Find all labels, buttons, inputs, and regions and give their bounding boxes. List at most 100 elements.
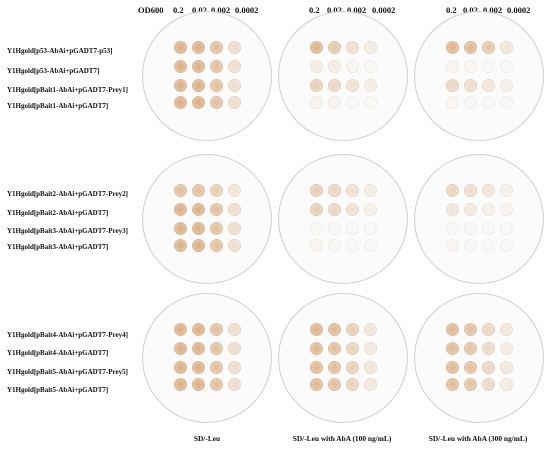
dilution-header: 0.02 <box>327 5 342 15</box>
agar-plate <box>278 154 408 284</box>
colony-spot <box>227 183 241 197</box>
colony-spot <box>309 377 323 391</box>
colony-spot <box>191 202 205 216</box>
colony-spot <box>363 78 377 92</box>
colony-spot <box>173 238 187 252</box>
colony-spot <box>345 377 359 391</box>
strain-label: Y1Hgold[pBait4-AbAi+pGADT7] <box>7 349 109 357</box>
colony-spot <box>445 341 459 355</box>
dilution-header: 0.02 <box>192 5 207 15</box>
colony-spot <box>363 40 377 54</box>
strain-label: Y1Hgold[pBait2-AbAi+pGADT7-Prey2] <box>7 190 128 198</box>
colony-spot <box>463 360 477 374</box>
colony-spot <box>463 59 477 73</box>
colony-spot <box>463 322 477 336</box>
colony-spot <box>345 59 359 73</box>
colony-spot <box>481 238 495 252</box>
colony-spot <box>309 221 323 235</box>
agar-plate <box>142 154 272 284</box>
colony-spot <box>227 377 241 391</box>
colony-spot <box>345 183 359 197</box>
colony-spot <box>445 183 459 197</box>
colony-spot <box>363 238 377 252</box>
strain-label: Y1Hgold[pBait5-AbAi+pGADT7-Prey5] <box>7 368 128 376</box>
colony-spot <box>309 95 323 109</box>
colony-spot <box>309 59 323 73</box>
colony-spot <box>481 341 495 355</box>
colony-spot <box>209 202 223 216</box>
colony-spot <box>345 202 359 216</box>
colony-spot <box>445 377 459 391</box>
colony-spot <box>445 360 459 374</box>
colony-spot <box>463 238 477 252</box>
colony-spot <box>345 221 359 235</box>
colony-spot <box>191 341 205 355</box>
colony-spot <box>499 40 513 54</box>
colony-spot <box>445 322 459 336</box>
colony-spot <box>445 202 459 216</box>
colony-spot <box>209 322 223 336</box>
colony-spot <box>173 322 187 336</box>
agar-plate <box>414 154 544 284</box>
colony-spot <box>499 183 513 197</box>
agar-plate <box>414 293 544 423</box>
colony-spot <box>309 341 323 355</box>
colony-spot <box>209 360 223 374</box>
colony-spot <box>463 95 477 109</box>
colony-spot <box>345 95 359 109</box>
colony-spot <box>481 377 495 391</box>
dilution-header: 0.0002 <box>507 5 531 15</box>
colony-spot <box>463 341 477 355</box>
colony-spot <box>209 221 223 235</box>
colony-spot <box>227 221 241 235</box>
colony-spot <box>499 221 513 235</box>
agar-plate <box>278 11 408 141</box>
strain-label: Y1Hgold[pBait3-AbAi+pGADT7] <box>7 243 109 251</box>
dilution-header: 0.002 <box>347 5 367 15</box>
colony-spot <box>191 221 205 235</box>
colony-spot <box>227 238 241 252</box>
colony-spot <box>227 322 241 336</box>
colony-spot <box>173 360 187 374</box>
colony-spot <box>309 238 323 252</box>
agar-plate <box>414 11 544 141</box>
colony-spot <box>309 78 323 92</box>
colony-spot <box>481 360 495 374</box>
colony-spot <box>191 40 205 54</box>
colony-spot <box>327 59 341 73</box>
colony-spot <box>499 202 513 216</box>
colony-spot <box>173 59 187 73</box>
colony-spot <box>327 183 341 197</box>
colony-spot <box>499 341 513 355</box>
colony-spot <box>209 95 223 109</box>
colony-spot <box>309 360 323 374</box>
colony-spot <box>227 95 241 109</box>
colony-spot <box>445 221 459 235</box>
colony-spot <box>327 322 341 336</box>
colony-spot <box>309 322 323 336</box>
colony-spot <box>227 341 241 355</box>
colony-spot <box>191 377 205 391</box>
colony-spot <box>499 95 513 109</box>
colony-spot <box>463 78 477 92</box>
agar-plate <box>142 11 272 141</box>
colony-spot <box>173 183 187 197</box>
dilution-header: 0.2 <box>173 5 184 15</box>
colony-spot <box>445 78 459 92</box>
condition-label: SD/-Leu with AbA (300 ng/mL) <box>428 434 528 443</box>
colony-spot <box>481 59 495 73</box>
colony-spot <box>191 183 205 197</box>
dilution-header: 0.02 <box>463 5 478 15</box>
strain-label: Y1Hgold[p53-AbAi+pGADT7-p53] <box>7 47 113 55</box>
colony-spot <box>363 377 377 391</box>
colony-spot <box>191 59 205 73</box>
colony-spot <box>363 95 377 109</box>
dilution-header: 0.2 <box>309 5 320 15</box>
colony-spot <box>481 40 495 54</box>
colony-spot <box>327 40 341 54</box>
colony-spot <box>499 238 513 252</box>
colony-spot <box>445 95 459 109</box>
strain-label: Y1Hgold[pBait1-AbAi+pGADT7] <box>7 102 109 110</box>
colony-spot <box>309 202 323 216</box>
colony-spot <box>363 59 377 73</box>
